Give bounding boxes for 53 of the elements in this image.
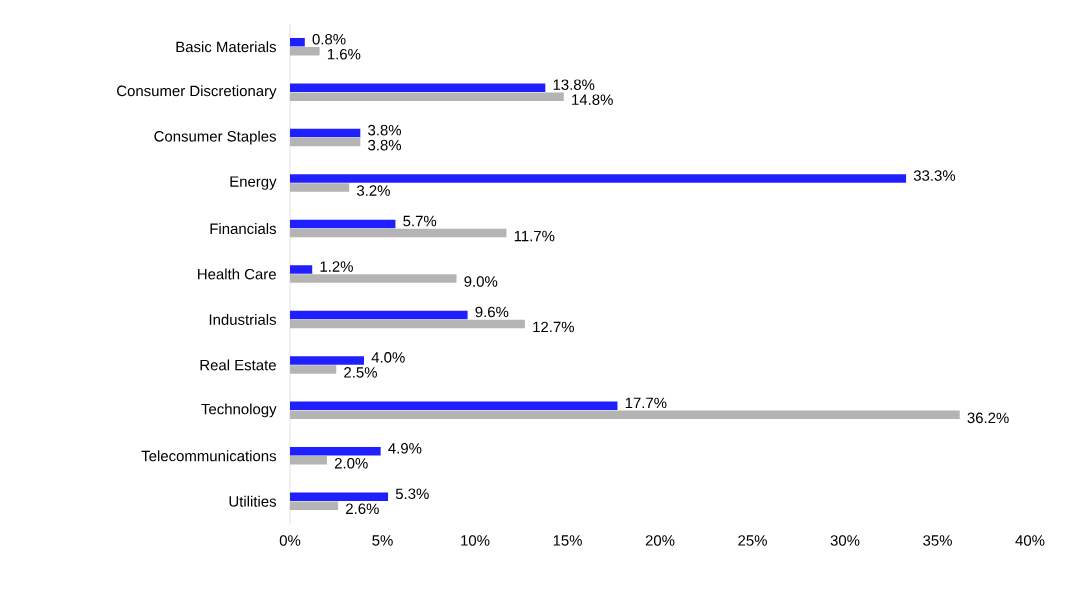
bar [290, 83, 546, 92]
y-tick-label: Consumer Discretionary [117, 85, 277, 100]
y-tick-label: Health Care [198, 268, 276, 280]
data-label: 14.8% [572, 94, 613, 105]
x-tick-label: 15% [553, 535, 582, 546]
data-label: 2.5% [344, 367, 377, 378]
data-label: 11.7% [514, 230, 555, 242]
y-tick-label: Financials [210, 223, 277, 235]
x-tick-label: 25% [738, 535, 767, 546]
data-label: 9.0% [464, 276, 498, 287]
data-label: 3.8% [368, 139, 402, 151]
data-label: 3.2% [356, 185, 390, 196]
data-label: 3.8% [368, 124, 402, 136]
x-tick-label: 20% [645, 535, 675, 546]
data-label: 5.3% [395, 488, 429, 500]
y-tick-label: Energy [230, 176, 277, 190]
data-label: 36.2% [967, 412, 1009, 424]
bar [290, 356, 365, 365]
y-tick-label: Consumer Staples [154, 130, 276, 145]
data-label: 2.6% [346, 503, 379, 515]
data-label: 13.8% [553, 79, 595, 90]
data-label: 1.2% [320, 261, 353, 272]
y-tick-label: Telecommunications [141, 450, 277, 462]
data-label: 12.7% [533, 321, 574, 333]
bar [290, 219, 396, 229]
y-tick-label: Industrials [209, 313, 277, 325]
data-label: 5.7% [403, 215, 437, 227]
y-tick-label: Technology [201, 403, 277, 418]
bar [290, 447, 381, 456]
x-tick-label: 30% [830, 535, 860, 546]
data-label: 1.6% [327, 48, 361, 60]
y-tick-label: Utilities [229, 495, 277, 507]
x-tick-label: 10% [461, 535, 490, 546]
data-label: 33.3% [913, 170, 956, 181]
x-tick-label: 0% [279, 535, 301, 546]
data-label: 17.7% [625, 397, 667, 409]
data-label: 2.0% [334, 458, 368, 469]
y-tick-label: Real Estate [200, 359, 276, 371]
bar [290, 265, 313, 274]
data-label: 4.9% [388, 443, 422, 454]
data-label: 4.0% [371, 352, 405, 363]
x-tick-label: 5% [372, 535, 393, 546]
x-tick-label: 35% [923, 535, 952, 546]
bar [290, 401, 618, 411]
bar [290, 128, 361, 138]
data-label: 0.8% [312, 33, 346, 45]
bar [290, 37, 305, 47]
data-label: 9.6% [475, 306, 509, 318]
bar [290, 492, 389, 502]
x-tick-label: 40% [1015, 535, 1045, 546]
bar [290, 174, 907, 183]
y-tick-label: Basic Materials [176, 41, 276, 53]
bar [290, 310, 468, 320]
